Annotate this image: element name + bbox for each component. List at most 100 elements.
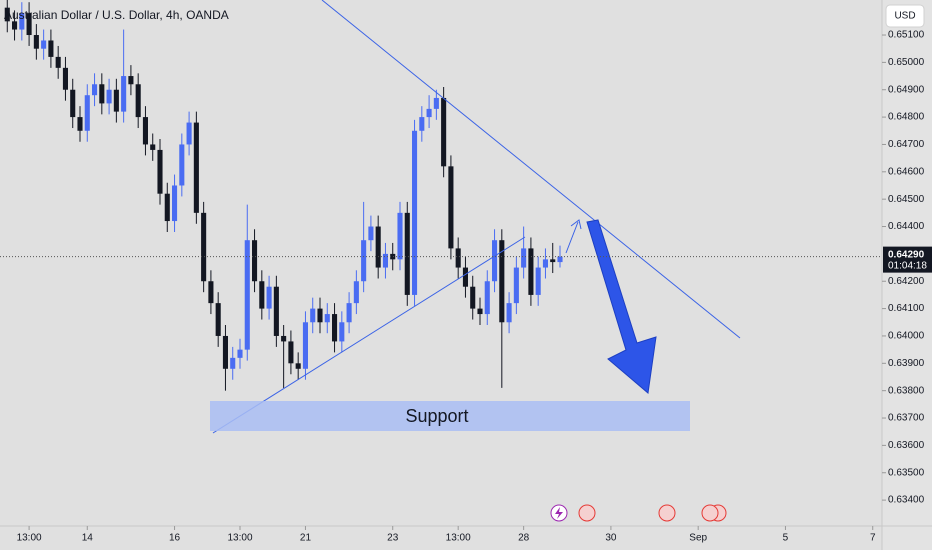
candle-body (273, 286, 279, 336)
candle-body (230, 357, 236, 369)
candle-body (426, 108, 432, 118)
candle-body (419, 117, 425, 131)
candle-body (455, 248, 461, 268)
y-tick-label: 0.64000 (888, 331, 925, 342)
candle-body (302, 322, 308, 369)
candle-body (390, 253, 396, 260)
candle-body (12, 21, 18, 30)
candle-body (557, 256, 563, 263)
y-tick-label: 0.63700 (888, 413, 925, 424)
candle-body (550, 259, 556, 263)
candle-body (157, 149, 163, 194)
y-tick-label: 0.64500 (888, 194, 925, 205)
candle-body (470, 286, 476, 309)
down-arrow (586, 219, 657, 394)
candle-body (295, 363, 301, 369)
candle-body (70, 89, 76, 118)
resistance-trendline (321, 0, 741, 339)
event-icon[interactable] (578, 504, 596, 522)
y-tick-label: 0.65000 (888, 57, 925, 68)
candle-body (528, 248, 534, 295)
chart-title: Australian Dollar / U.S. Dollar, 4h, OAN… (4, 8, 229, 22)
candle-body (499, 240, 505, 323)
x-tick-label: 13:00 (227, 533, 252, 544)
candle-body (382, 253, 388, 268)
candle-body (288, 341, 294, 364)
event-icon[interactable] (658, 504, 676, 522)
y-tick-label: 0.63500 (888, 467, 925, 478)
x-tick-label: 23 (387, 533, 399, 544)
candle-body (201, 212, 207, 282)
candle-body (208, 281, 214, 304)
candle-body (266, 286, 272, 309)
candle-body (106, 89, 112, 104)
candle-body (252, 240, 258, 282)
candle-body (172, 185, 178, 222)
candle-body (368, 226, 374, 241)
candle-body (244, 240, 250, 350)
y-tick-label: 0.65100 (888, 30, 925, 41)
y-tick-label: 0.63600 (888, 440, 925, 451)
event-icon[interactable] (701, 504, 719, 522)
x-tick-label: 13:00 (17, 533, 42, 544)
candle-body (317, 308, 323, 323)
candle-body (477, 308, 483, 315)
candle-body (506, 303, 512, 323)
projection-arrow (565, 221, 579, 254)
candle-body (135, 84, 141, 118)
candle-body (412, 130, 418, 295)
x-tick-label: 13:00 (446, 533, 471, 544)
y-tick-label: 0.64400 (888, 221, 925, 232)
candle-body (281, 335, 287, 342)
candle-body (397, 212, 403, 260)
x-tick-label: 7 (870, 533, 876, 544)
x-tick-label: 21 (300, 533, 312, 544)
candle-body (77, 117, 83, 131)
candle-body (128, 76, 134, 85)
candle-body (164, 193, 170, 222)
candle-body (33, 35, 39, 49)
candle-body (462, 267, 468, 287)
candle-body (259, 281, 265, 309)
candle-body (324, 314, 330, 323)
candle-body (41, 40, 47, 49)
x-tick-label: 30 (605, 533, 617, 544)
y-tick-label: 0.64700 (888, 139, 925, 150)
price-axis-panel (882, 0, 932, 550)
candle-body (492, 240, 498, 282)
x-tick-label: 14 (82, 533, 94, 544)
candle-body (542, 259, 548, 268)
candle-body (186, 122, 192, 145)
candle-body (448, 166, 454, 249)
candle-body (433, 97, 439, 109)
candle-body (92, 84, 98, 96)
candle-body (332, 314, 338, 342)
support-trendline (212, 236, 526, 434)
candle-body (346, 303, 352, 323)
candle-body (84, 95, 90, 131)
candle-body (222, 335, 228, 369)
support-zone (210, 401, 690, 431)
candle-body (142, 117, 148, 145)
candle-body (150, 144, 156, 150)
y-tick-label: 0.63400 (888, 495, 925, 506)
candle-body (179, 144, 185, 186)
candle-body (521, 248, 527, 268)
candle-body (237, 349, 243, 358)
y-tick-label: 0.64600 (888, 166, 925, 177)
candle-body (513, 267, 519, 304)
candle-body (215, 303, 221, 336)
candle-body (310, 308, 316, 323)
candle-body (4, 7, 10, 22)
candle-body (19, 13, 25, 30)
candle-body (339, 322, 345, 342)
last-price-box (883, 246, 932, 273)
projection-arrow-head (570, 219, 582, 230)
candle-body (48, 40, 54, 57)
candle-body (99, 84, 105, 104)
candle-body (353, 281, 359, 304)
y-tick-label: 0.64100 (888, 303, 925, 314)
candle-body (441, 97, 447, 167)
candle-body (361, 240, 367, 282)
currency-button[interactable] (885, 4, 925, 28)
